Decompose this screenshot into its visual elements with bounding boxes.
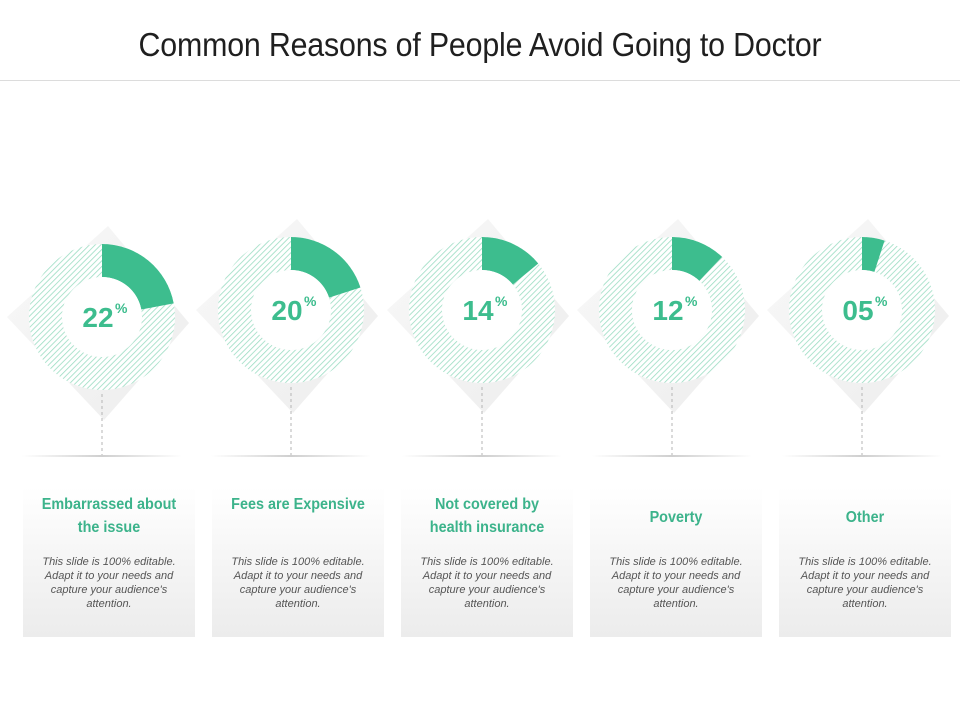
value-label: 14 bbox=[462, 295, 494, 326]
page-title: Common Reasons of People Avoid Going to … bbox=[138, 26, 822, 63]
value-label: 20 bbox=[271, 295, 302, 326]
card-description: This slide is 100% editable. Adapt it to… bbox=[609, 556, 743, 610]
card-5: Other This slide is 100% editable. Adapt… bbox=[779, 487, 951, 637]
donut-slice bbox=[482, 237, 539, 285]
unit-label: % bbox=[304, 293, 317, 309]
card-title: Embarrassed about the issue bbox=[41, 496, 177, 536]
unit-label: % bbox=[875, 293, 888, 309]
card-4: Poverty This slide is 100% editable. Ada… bbox=[590, 487, 762, 637]
base-line bbox=[402, 455, 562, 457]
base-line bbox=[22, 455, 182, 457]
card-description: This slide is 100% editable. Adapt it to… bbox=[42, 556, 176, 610]
unit-label: % bbox=[115, 300, 128, 316]
base-line bbox=[782, 455, 942, 457]
value-label: 05 bbox=[842, 295, 873, 326]
donut-center bbox=[62, 277, 142, 357]
donut-slice bbox=[291, 237, 361, 298]
title-divider bbox=[0, 80, 960, 81]
unit-label: % bbox=[685, 293, 698, 309]
card-title: Poverty bbox=[649, 509, 703, 526]
card-title: Fees are Expensive bbox=[231, 496, 365, 513]
card-description: This slide is 100% editable. Adapt it to… bbox=[420, 556, 554, 610]
donut-center bbox=[822, 270, 902, 350]
donut-center bbox=[632, 270, 712, 350]
card-description: This slide is 100% editable. Adapt it to… bbox=[798, 556, 932, 610]
card-3: Not covered by health insurance This sli… bbox=[401, 487, 573, 637]
donut-slice bbox=[862, 237, 885, 272]
card-2: Fees are Expensive This slide is 100% ed… bbox=[212, 487, 384, 637]
donut-center bbox=[251, 270, 331, 350]
base-line bbox=[211, 455, 371, 457]
donut-slice bbox=[102, 244, 174, 310]
card-description: This slide is 100% editable. Adapt it to… bbox=[231, 556, 365, 610]
card-1: Embarrassed about the issue This slide i… bbox=[23, 487, 195, 637]
unit-label: % bbox=[495, 293, 508, 309]
value-label: 12 bbox=[652, 295, 683, 326]
value-label: 22 bbox=[82, 302, 113, 333]
base-line bbox=[592, 455, 752, 457]
card-title: Other bbox=[845, 509, 885, 526]
card-title: Not covered by health insurance bbox=[429, 496, 545, 536]
donut-center bbox=[442, 270, 522, 350]
donut-slice bbox=[672, 237, 722, 281]
